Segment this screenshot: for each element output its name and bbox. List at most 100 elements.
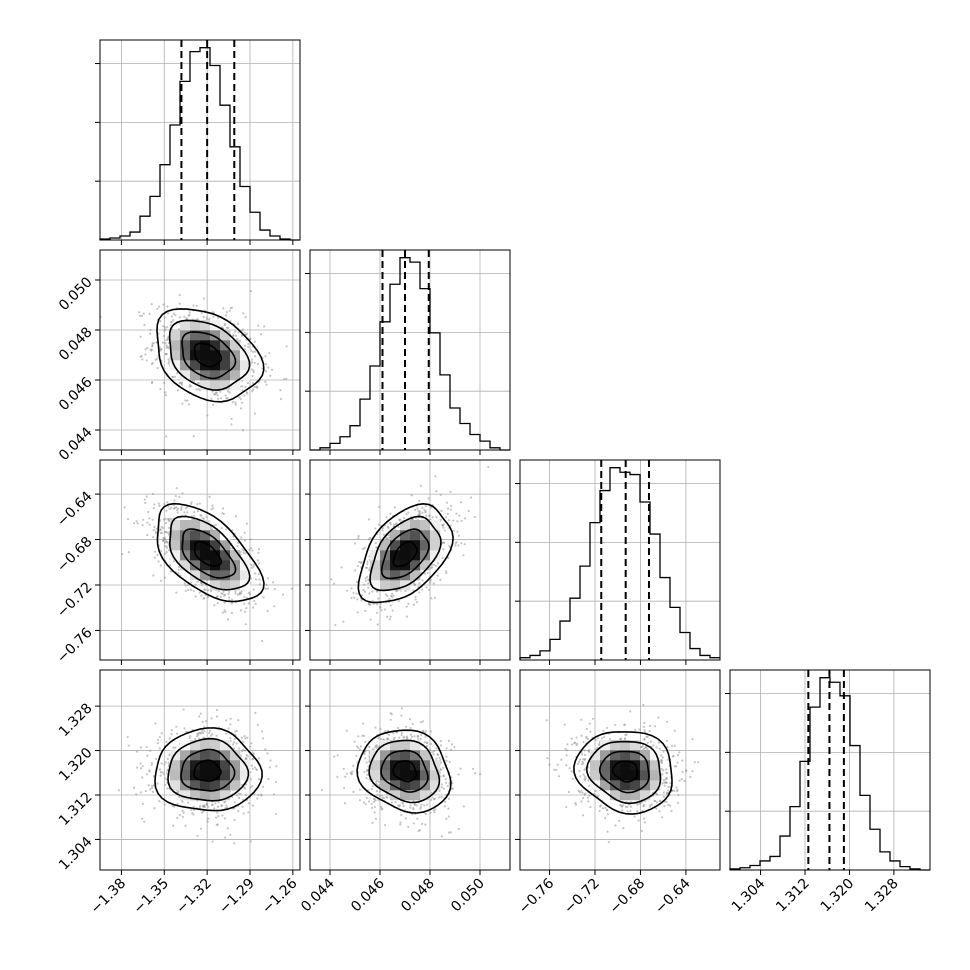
- sample-point: [250, 349, 253, 352]
- sample-point: [193, 510, 196, 514]
- sample-point: [142, 312, 145, 315]
- sample-point: [257, 794, 260, 797]
- sample-point: [251, 358, 254, 361]
- sample-point: [221, 611, 224, 614]
- density-cell: [390, 570, 401, 581]
- sample-point: [374, 541, 377, 545]
- sample-point: [188, 383, 191, 386]
- density-cell: [420, 560, 431, 571]
- sample-point: [377, 780, 381, 783]
- sample-point: [256, 797, 259, 800]
- density-cell: [210, 370, 221, 381]
- sample-point: [211, 403, 215, 406]
- sample-point: [404, 590, 407, 593]
- sample-point: [238, 395, 241, 399]
- sample-point: [135, 766, 139, 769]
- sample-point: [217, 815, 220, 818]
- sample-point: [136, 522, 139, 525]
- sample-point: [467, 509, 470, 513]
- sample-point: [243, 344, 247, 347]
- sample-point: [255, 578, 258, 581]
- sample-point: [156, 366, 159, 370]
- density-cell: [200, 530, 211, 541]
- sample-point: [365, 796, 368, 799]
- sample-point: [151, 492, 155, 496]
- sample-point: [159, 519, 162, 522]
- sample-point: [164, 522, 168, 525]
- sample-point: [229, 736, 232, 740]
- sample-point: [220, 804, 223, 807]
- sample-point: [151, 790, 155, 793]
- density-cell: [210, 540, 221, 551]
- sample-point: [222, 590, 225, 593]
- sample-point: [392, 594, 395, 597]
- density-cell: [410, 750, 421, 761]
- sample-point: [423, 572, 426, 575]
- sample-point: [379, 602, 382, 606]
- sample-point: [186, 399, 189, 402]
- contour-0.5sigma: [392, 540, 418, 568]
- sample-point: [427, 588, 431, 592]
- density-cell: [210, 780, 221, 791]
- density-cell: [390, 530, 401, 541]
- sample-point: [233, 737, 236, 741]
- sample-point: [352, 591, 355, 595]
- sample-point: [215, 715, 219, 718]
- sample-point: [267, 366, 270, 369]
- contour-0.5sigma: [193, 759, 222, 782]
- density-cell: [420, 550, 431, 561]
- sample-point: [258, 583, 261, 586]
- density-cell: [180, 340, 191, 351]
- sample-point: [442, 541, 446, 544]
- sample-point: [148, 523, 151, 526]
- sample-point: [460, 519, 463, 523]
- sample-point: [205, 803, 208, 806]
- sample-point: [419, 807, 422, 810]
- sample-point: [405, 615, 409, 618]
- sample-point: [261, 737, 265, 740]
- sample-point: [232, 334, 235, 337]
- sample-point: [149, 749, 152, 752]
- sample-point: [198, 502, 201, 505]
- sample-point: [430, 566, 433, 569]
- sample-point: [152, 341, 155, 345]
- sample-point: [229, 723, 232, 726]
- sample-point: [181, 815, 184, 818]
- sample-point: [212, 507, 215, 510]
- sample-point: [163, 576, 167, 579]
- sample-point: [178, 302, 181, 305]
- density-panel-p4-vs-p1: [99, 669, 301, 871]
- sample-point: [133, 522, 136, 525]
- sample-point: [252, 565, 255, 568]
- density-cell: [190, 370, 201, 381]
- sample-point: [436, 562, 440, 565]
- sample-point: [416, 735, 419, 738]
- sample-point: [166, 326, 169, 329]
- contour-2sigma: [357, 503, 454, 604]
- sample-point: [379, 605, 382, 609]
- sample-point: [391, 609, 394, 612]
- sample-point: [357, 537, 360, 540]
- sample-point: [285, 377, 288, 380]
- sample-point: [257, 572, 260, 576]
- density-cell: [200, 340, 211, 351]
- sample-point: [396, 804, 400, 807]
- sample-point: [430, 791, 433, 794]
- sample-point: [215, 595, 219, 598]
- sample-point: [375, 782, 378, 785]
- sample-point: [167, 549, 171, 552]
- sample-point: [117, 789, 120, 792]
- density-cell: [380, 770, 391, 781]
- sample-point: [139, 791, 143, 794]
- sample-point: [409, 806, 412, 809]
- sample-point: [184, 399, 187, 402]
- sample-point: [126, 517, 130, 521]
- sample-point: [234, 590, 237, 593]
- sample-point: [243, 734, 246, 738]
- sample-point: [363, 770, 366, 774]
- sample-point: [165, 545, 168, 548]
- sample-point: [245, 757, 248, 760]
- density-cell: [200, 760, 211, 771]
- sample-point: [237, 796, 241, 800]
